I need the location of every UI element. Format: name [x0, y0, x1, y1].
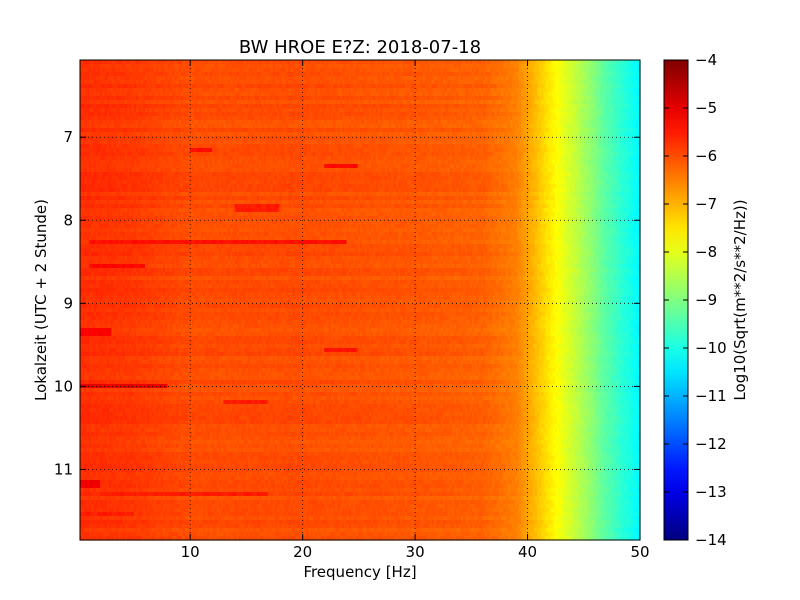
heatmap	[80, 60, 641, 541]
chart-title: BW HROE E?Z: 2018-07-18	[239, 37, 481, 58]
